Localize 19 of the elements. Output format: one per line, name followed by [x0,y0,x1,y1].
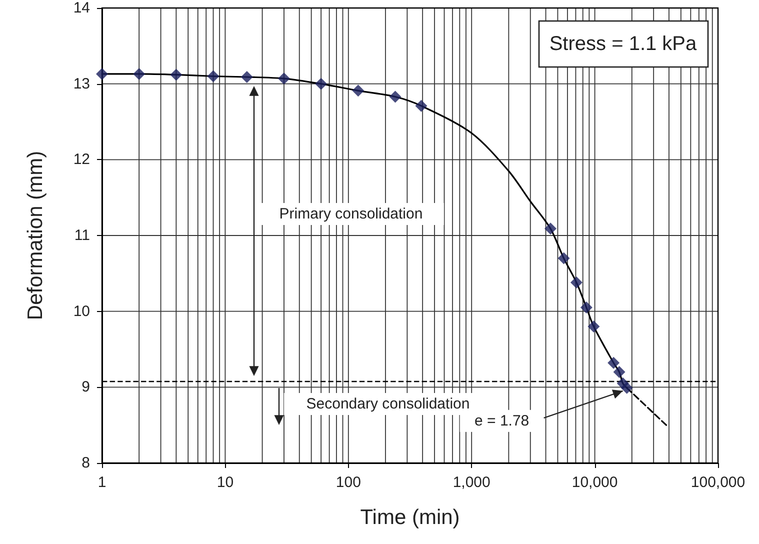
y-axis-title: Deformation (mm) [24,150,47,320]
x-tick-label: 10,000 [572,474,618,491]
x-tick-label: 10 [216,474,234,491]
y-tick-label: 11 [74,227,90,244]
y-tick-label: 14 [73,0,90,16]
y-tick-label: 12 [73,151,90,168]
y-tick-label: 13 [73,75,90,92]
annotation: Secondary consolidation [306,396,470,412]
x-tick-label: 1 [98,474,106,491]
x-tick-label: 100,000 [690,474,746,491]
y-tick-label: 10 [73,302,90,320]
annotation: e = 1.78 [474,412,530,430]
annotation: Primary consolidation [279,206,423,222]
y-tick-label: 9 [82,378,90,396]
x-axis-title: Time (min) [360,506,460,529]
y-tick-label: 8 [82,454,90,472]
x-tick-label: 1,000 [452,474,490,491]
annotation: Stress = 1.1 kPa [549,33,698,55]
x-tick-label: 100 [336,474,361,491]
